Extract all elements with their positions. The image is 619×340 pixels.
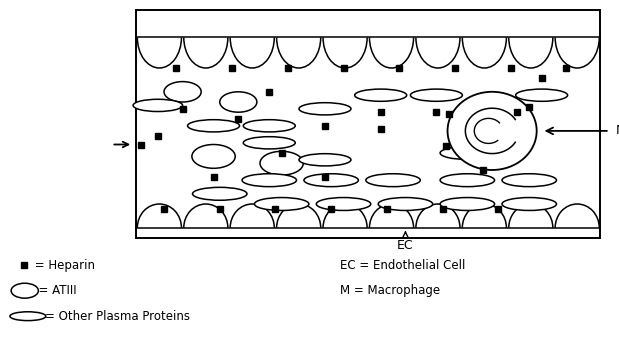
Bar [136,10,600,238]
Ellipse shape [410,89,462,101]
Circle shape [11,283,38,298]
Ellipse shape [502,198,556,210]
Ellipse shape [193,187,247,200]
Ellipse shape [299,103,351,115]
Ellipse shape [243,137,295,149]
Ellipse shape [440,198,495,210]
Circle shape [164,82,201,102]
Ellipse shape [448,92,537,170]
Ellipse shape [10,312,46,321]
Text: = Heparin: = Heparin [31,259,95,272]
Text: EC = Endothelial Cell: EC = Endothelial Cell [340,259,466,272]
Ellipse shape [299,154,351,166]
Ellipse shape [243,120,295,132]
Ellipse shape [254,198,309,210]
Ellipse shape [133,99,183,112]
Ellipse shape [502,174,556,187]
Ellipse shape [188,120,240,132]
Text: = Other Plasma Proteins: = Other Plasma Proteins [45,310,189,323]
Circle shape [260,151,303,175]
Ellipse shape [440,174,495,187]
Circle shape [192,144,235,168]
Text: EC: EC [397,232,413,252]
Text: M = Macrophage: M = Macrophage [340,284,441,297]
Text: = ATIII: = ATIII [31,284,77,297]
Ellipse shape [378,198,433,210]
Ellipse shape [316,198,371,210]
Ellipse shape [242,174,297,187]
Ellipse shape [440,147,495,159]
Circle shape [220,92,257,112]
Ellipse shape [304,174,358,187]
Text: M: M [616,124,619,137]
Ellipse shape [366,174,420,187]
Ellipse shape [355,89,407,101]
Ellipse shape [516,89,568,101]
